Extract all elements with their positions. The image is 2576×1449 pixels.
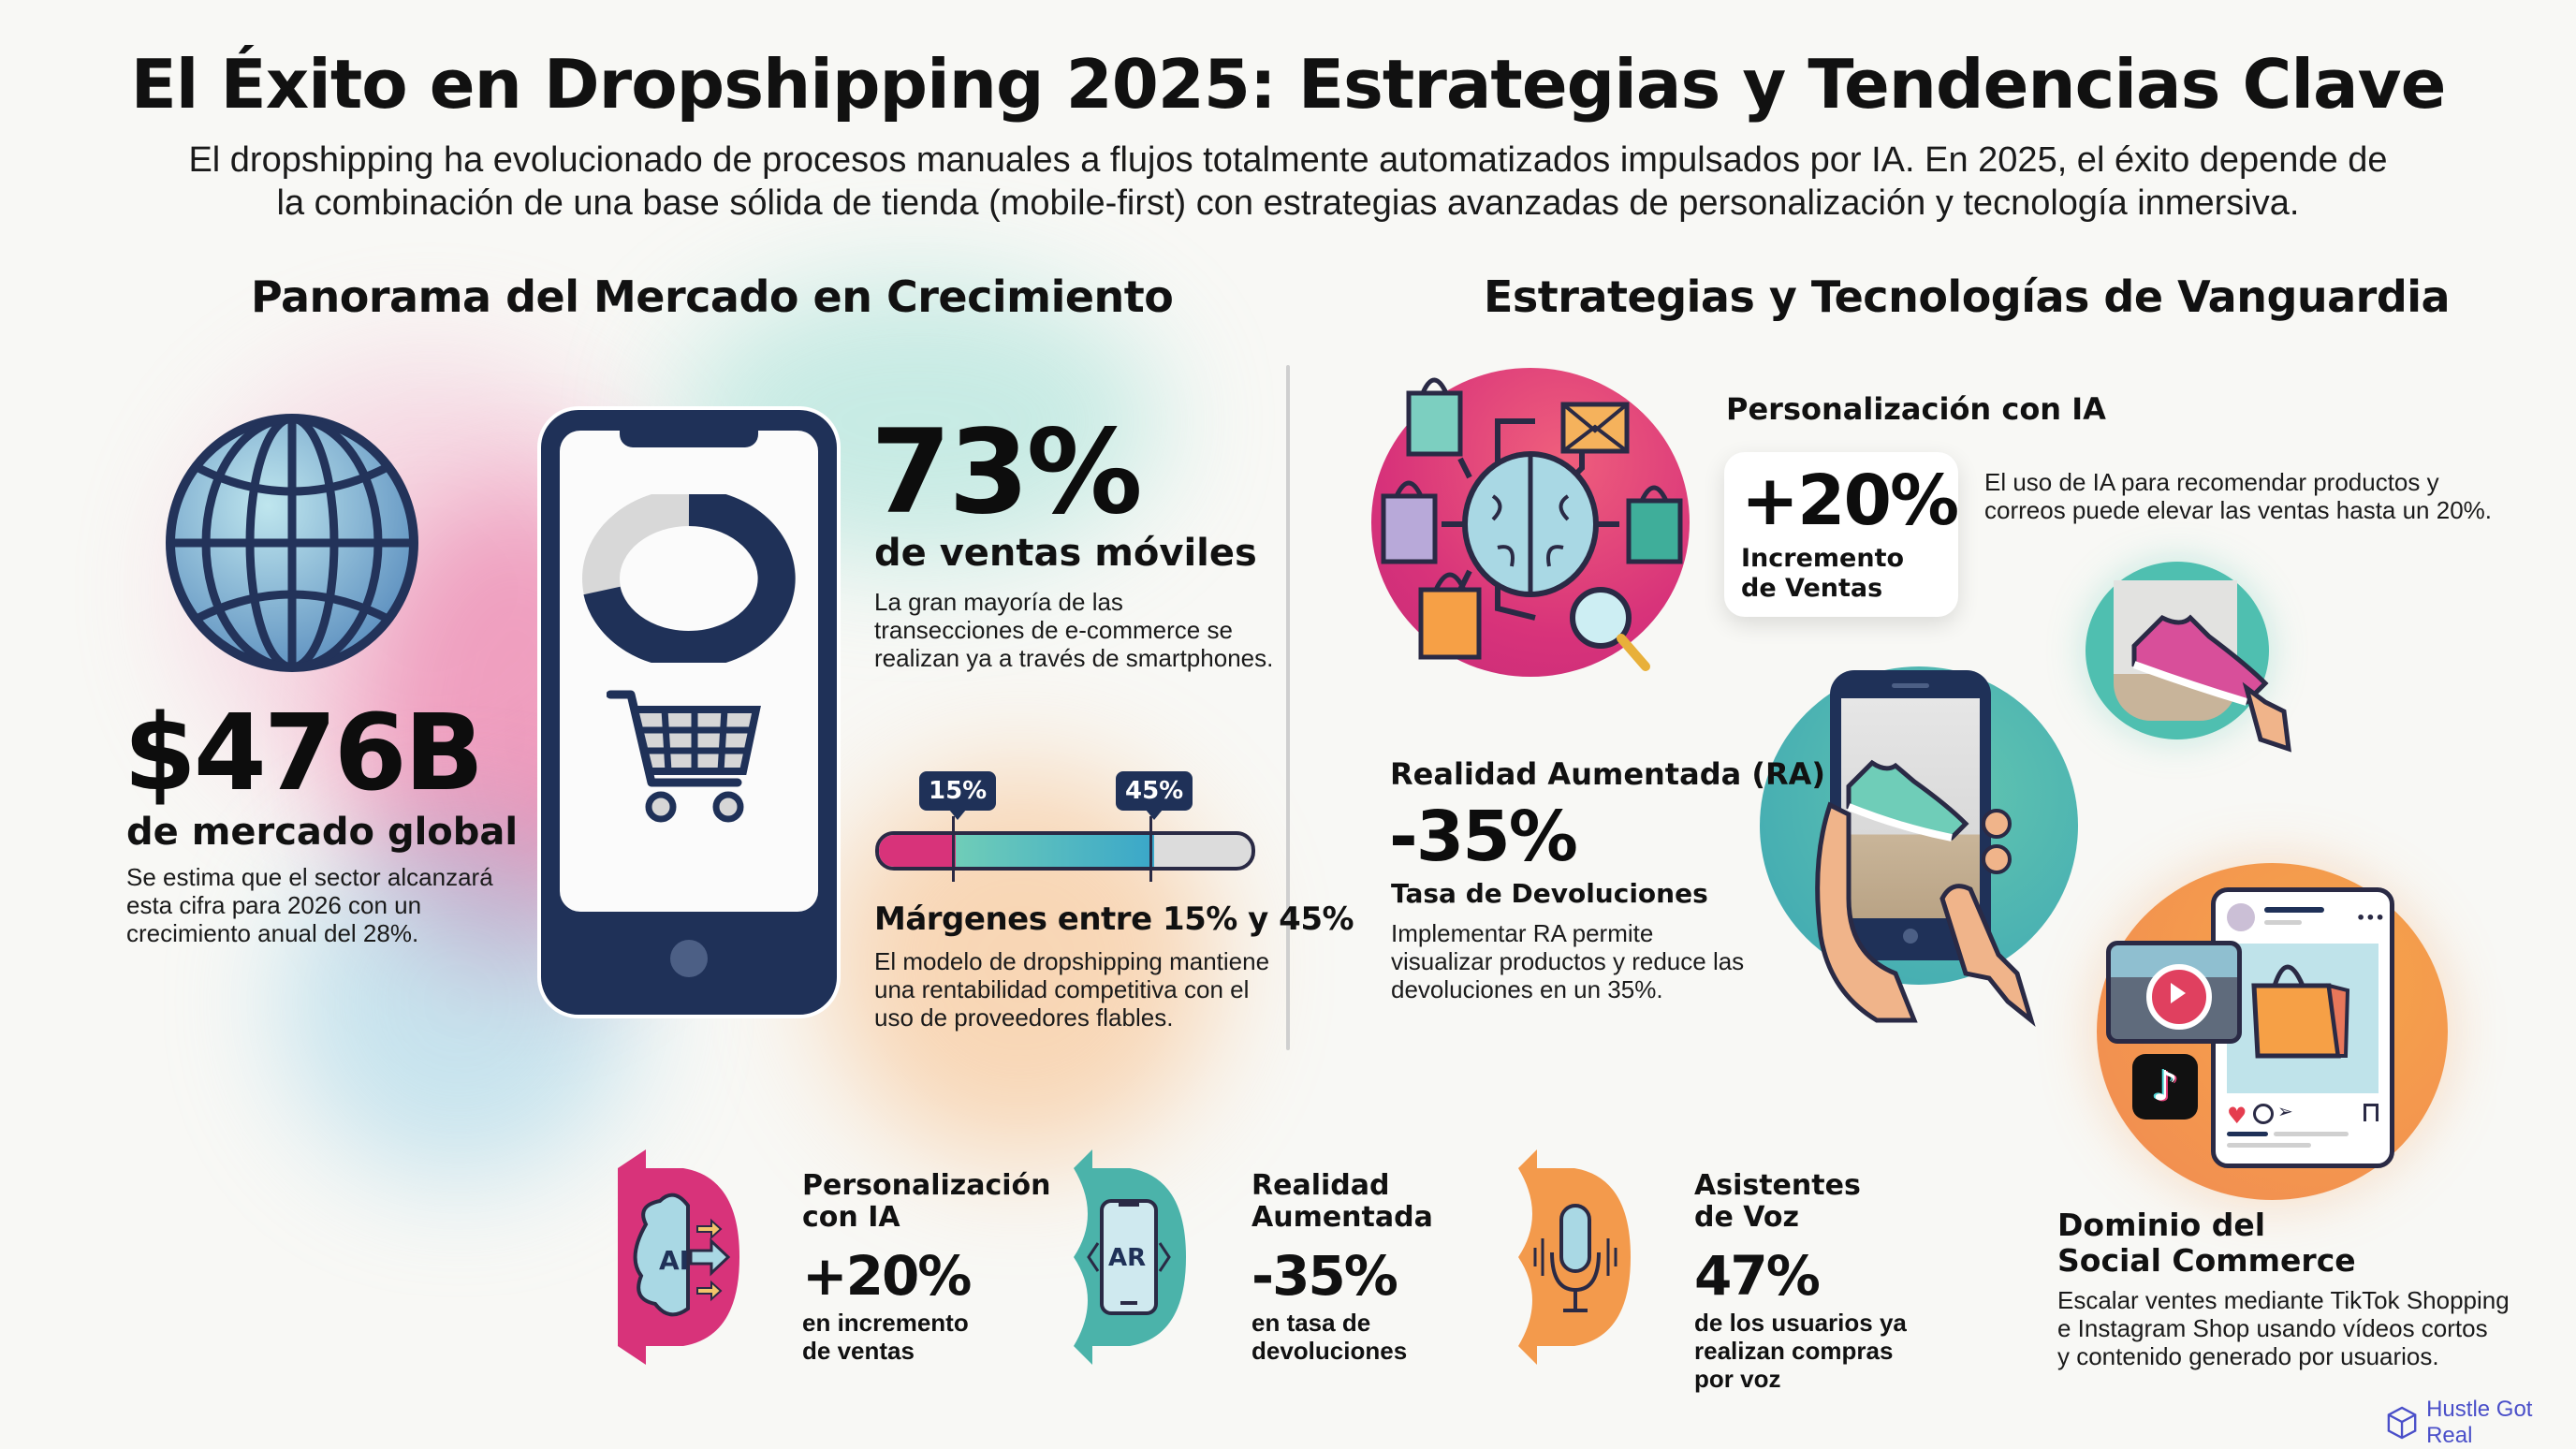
margin-marker-high bbox=[1149, 816, 1152, 882]
ai-stat-card: +20% Incremento de Ventas bbox=[1724, 452, 1959, 617]
badge-ai-personalization: AI bbox=[618, 1149, 739, 1365]
badge-ai-text: Personalización con IA +20% en increment… bbox=[802, 1169, 1051, 1366]
shopping-bag-purple-icon bbox=[1381, 480, 1438, 564]
envelope-icon bbox=[1560, 402, 1630, 454]
microphone-icon bbox=[1533, 1204, 1617, 1312]
like-heart-icon[interactable]: ♥ bbox=[2227, 1103, 2247, 1129]
camera-play-lens bbox=[2146, 964, 2212, 1030]
smartphone-icon bbox=[541, 410, 837, 1015]
shopping-bag-green-icon bbox=[1626, 485, 1683, 564]
ai-stat-label: Incremento de Ventas bbox=[1741, 544, 1905, 603]
watermark[interactable]: Hustle Got Real bbox=[2387, 1397, 2576, 1449]
margin-bar-range-segment bbox=[956, 835, 1154, 867]
ar-description: Implementar RA permite visualizar produc… bbox=[1391, 919, 1745, 1003]
post-avatar bbox=[2227, 903, 2255, 931]
play-icon bbox=[2171, 983, 2186, 1003]
margins-description: El modelo de dropshipping mantiene una r… bbox=[874, 947, 1270, 1032]
subtitle-line-1: El dropshipping ha evolucionado de proce… bbox=[188, 140, 2388, 180]
share-send-icon[interactable]: ➢ bbox=[2277, 1100, 2293, 1122]
ar-stat-value: -35% bbox=[1389, 797, 1578, 877]
magnifier-icon bbox=[1570, 587, 1650, 671]
phone-notch bbox=[620, 431, 758, 447]
social-description: Escalar ventes mediante TikTok Shopping … bbox=[2057, 1286, 2510, 1370]
post-shopping-bag-icon bbox=[2251, 964, 2350, 1059]
sneaker-touch-icon bbox=[2131, 614, 2291, 753]
page-subtitle: El dropshipping ha evolucionado de proce… bbox=[0, 139, 2576, 225]
ar-sneaker-icon bbox=[1846, 759, 1969, 842]
svg-text:AR: AR bbox=[1108, 1244, 1146, 1272]
ar-phone-icon: AR bbox=[1087, 1199, 1171, 1315]
market-value: $476B bbox=[124, 693, 484, 814]
shopping-bag-teal-icon bbox=[1406, 377, 1463, 457]
margins-title: Márgenes entre 15% y 45% bbox=[874, 900, 1354, 938]
subtitle-line-2: la combinación de una base sólida de tie… bbox=[276, 183, 2300, 223]
market-label: de mercado global bbox=[126, 811, 519, 854]
globe-icon bbox=[166, 414, 418, 672]
margin-high-pin: 45% bbox=[1116, 771, 1193, 820]
post-username-line bbox=[2264, 907, 2324, 913]
post-more-icon[interactable]: ••• bbox=[2356, 909, 2385, 927]
margin-marker-low bbox=[952, 816, 955, 882]
badge-augmented-reality: AR bbox=[1074, 1149, 1186, 1365]
phone-home-button bbox=[670, 940, 708, 977]
market-description: Se estima que el sector alcanzará esta c… bbox=[126, 863, 493, 947]
ai-network-illustration bbox=[1381, 377, 1683, 671]
ar-title: Realidad Aumentada (RA) bbox=[1390, 756, 1825, 792]
brain-icon bbox=[1462, 451, 1599, 597]
svg-text:AI: AI bbox=[659, 1245, 689, 1276]
comment-icon[interactable] bbox=[2253, 1104, 2274, 1124]
margin-range-bar bbox=[875, 831, 1255, 871]
post-meta-line bbox=[2264, 920, 2302, 925]
tiktok-icon: ♪ bbox=[2132, 1054, 2198, 1120]
cube-icon bbox=[2387, 1406, 2417, 1440]
watermark-text: Hustle Got Real bbox=[2426, 1397, 2533, 1448]
section-divider bbox=[1286, 365, 1290, 1050]
ai-brain-icon: AI bbox=[633, 1193, 731, 1317]
ai-stat-value: +20% bbox=[1741, 461, 1959, 541]
bookmark-icon[interactable] bbox=[2364, 1104, 2378, 1121]
hand-tapping-icon bbox=[1815, 801, 2036, 1027]
post-caption-line-2 bbox=[2274, 1132, 2349, 1136]
badge-voice-assistants bbox=[1518, 1149, 1631, 1365]
ar-phone-speaker bbox=[1892, 683, 1929, 688]
ai-description: El uso de IA para recomendar productos y… bbox=[1984, 468, 2493, 524]
post-caption-line-3 bbox=[2227, 1143, 2311, 1148]
right-section-heading: Estrategias y Tecnologías de Vanguardia bbox=[1484, 271, 2451, 322]
social-title: Dominio del Social Commerce bbox=[2057, 1207, 2356, 1279]
video-camera-icon bbox=[2106, 941, 2242, 1044]
post-caption-line-1 bbox=[2227, 1132, 2268, 1136]
donut-chart-icon bbox=[582, 494, 796, 663]
page-title: El Éxito en Dropshipping 2025: Estrategi… bbox=[130, 45, 2447, 124]
ar-stat-label: Tasa de Devoluciones bbox=[1391, 878, 1708, 909]
margin-bar-low-segment bbox=[879, 835, 956, 867]
mobile-sales-value: 73% bbox=[871, 405, 1143, 540]
ai-title: Personalización con IA bbox=[1726, 391, 2106, 427]
badge-ar-text: Realidad Aumentada -35% en tasa de devol… bbox=[1251, 1169, 1433, 1366]
badge-voice-text: Asistentes de Voz 47% de los usuarios ya… bbox=[1694, 1169, 1907, 1394]
mobile-sales-label: de ventas móviles bbox=[874, 532, 1257, 575]
margin-low-pin: 15% bbox=[919, 771, 997, 820]
shopping-cart-icon bbox=[607, 690, 761, 823]
ar-phone-home-button bbox=[1903, 929, 1918, 944]
mobile-sales-description: La gran mayoría de las transecciones de … bbox=[874, 588, 1274, 672]
left-section-heading: Panorama del Mercado en Crecimiento bbox=[251, 271, 1174, 322]
shopping-bag-orange-icon bbox=[1418, 572, 1482, 660]
